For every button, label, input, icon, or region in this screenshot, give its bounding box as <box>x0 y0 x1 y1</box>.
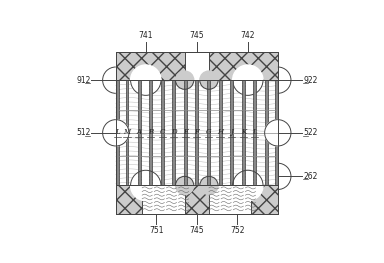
Bar <box>275 80 278 185</box>
Text: 752: 752 <box>230 226 245 235</box>
Bar <box>161 80 164 185</box>
Bar <box>252 185 278 214</box>
Text: J: J <box>230 128 233 136</box>
Text: H: H <box>217 128 223 136</box>
Text: 745: 745 <box>189 31 204 40</box>
Circle shape <box>131 65 161 95</box>
Bar <box>116 52 278 80</box>
Bar <box>138 80 141 185</box>
Bar <box>242 80 245 185</box>
Bar <box>230 80 233 185</box>
Bar <box>116 185 278 214</box>
Bar <box>126 80 128 185</box>
Circle shape <box>131 170 161 201</box>
Bar <box>116 185 142 214</box>
Text: 262: 262 <box>303 172 318 181</box>
Text: B: B <box>148 128 153 136</box>
Text: 742: 742 <box>241 31 255 40</box>
Bar <box>218 80 222 185</box>
Text: E: E <box>183 128 188 136</box>
Bar <box>149 80 152 185</box>
Bar <box>172 80 175 185</box>
Text: 751: 751 <box>149 226 164 235</box>
Bar <box>116 52 278 80</box>
Circle shape <box>233 170 263 201</box>
Text: K: K <box>241 128 246 136</box>
Text: D: D <box>171 128 176 136</box>
Text: 741: 741 <box>139 31 153 40</box>
Circle shape <box>265 120 291 146</box>
Text: F: F <box>194 128 199 136</box>
Bar <box>116 80 119 185</box>
Text: M: M <box>123 128 131 136</box>
Bar <box>185 185 209 214</box>
Bar <box>116 80 278 185</box>
Bar <box>207 80 210 185</box>
Text: A: A <box>137 128 142 136</box>
Text: G: G <box>205 128 211 136</box>
Bar <box>116 185 278 214</box>
Text: 745: 745 <box>189 226 204 235</box>
Bar <box>265 80 268 185</box>
Circle shape <box>200 176 218 195</box>
Bar <box>253 80 256 185</box>
Bar <box>185 52 209 80</box>
Text: 912: 912 <box>76 76 91 85</box>
Bar <box>184 80 187 185</box>
Text: 922: 922 <box>303 76 318 85</box>
Text: 522: 522 <box>303 128 318 137</box>
Circle shape <box>175 71 194 89</box>
Text: L: L <box>115 128 120 136</box>
Circle shape <box>103 120 129 146</box>
Bar <box>195 80 198 185</box>
Text: 512: 512 <box>76 128 91 137</box>
Text: L: L <box>252 128 257 136</box>
Circle shape <box>233 65 263 95</box>
Text: C: C <box>160 128 165 136</box>
Circle shape <box>200 71 218 89</box>
Circle shape <box>175 176 194 195</box>
